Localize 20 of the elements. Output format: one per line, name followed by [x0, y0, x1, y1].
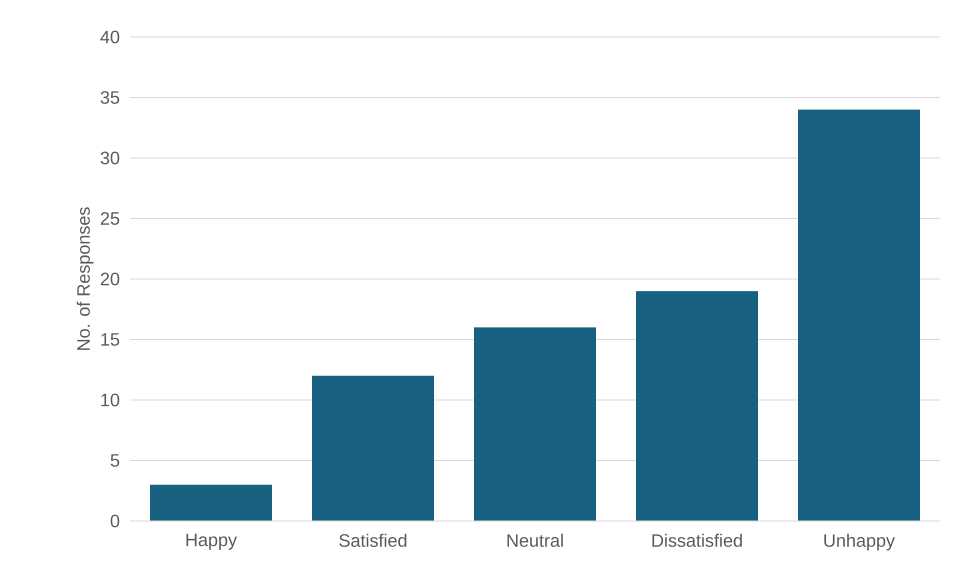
x-tick-label: Satisfied: [339, 534, 406, 547]
bar: [312, 376, 434, 521]
bar: [798, 110, 920, 521]
y-axis-title: No. of Responses: [76, 207, 94, 350]
x-tick-label: Neutral: [507, 534, 563, 547]
bar: [636, 291, 758, 521]
bar: [150, 484, 272, 521]
bar: [474, 327, 596, 521]
x-tick-label: Unhappy: [824, 534, 895, 550]
y-tick-label: 0: [110, 514, 120, 528]
y-tick-label: 10: [101, 394, 120, 406]
y-tick-label: 30: [100, 152, 120, 164]
x-tick-label: Happy: [186, 534, 237, 550]
y-tick-label: 40: [100, 30, 120, 44]
y-tick-label: 5: [110, 454, 120, 467]
x-tick-label: Dissatisfied: [652, 534, 742, 547]
y-tick-label: 20: [100, 272, 120, 286]
y-tick-label: 15: [101, 333, 120, 346]
y-tick-label: 25: [100, 212, 120, 225]
y-tick-label: 35: [100, 91, 120, 104]
